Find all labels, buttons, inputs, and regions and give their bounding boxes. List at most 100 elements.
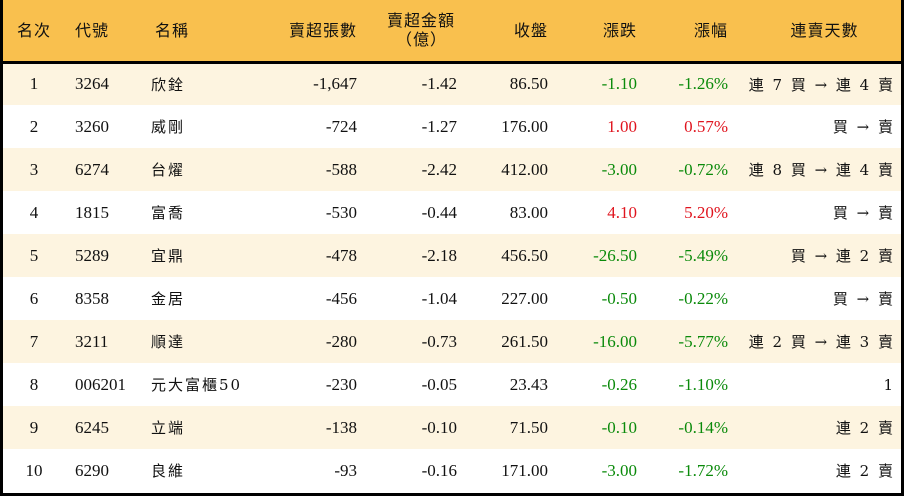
table-row[interactable]: 4 1815 富喬 -530 -0.44 83.00 4.10 5.20% 買 → 賣 [3,191,901,234]
table-body: 1 3264 欣銓 -1,647 -1.42 86.50 -1.10 -1.26% 連 7 買 … [3,62,901,492]
table-row[interactable]: 2 3260 威剛 -724 -1.27 176.00 1.00 0.57% 買 → 賣 [3,105,901,148]
header-row: 名次 代號 名稱 賣超張數 賣超金額 （億） 收盤 漲跌 漲幅 連賣天數 [3,0,901,62]
net-sell-shares-cell: -138 [325,417,357,437]
price-change-cell: -16.00 [593,331,637,351]
stock-code-cell: 1815 [75,202,109,222]
net-sell-amount-cell: -1.42 [421,74,457,94]
change-pct-cell: -1.10% [678,374,728,394]
change-pct-cell: 0.57% [684,116,728,136]
stock-code-cell: 3260 [75,116,109,136]
header-change[interactable]: 漲跌 [602,20,637,40]
streak-cell: 連 8 買 → 連 4 賣 [748,161,895,179]
stock-name-cell: 順達 [151,333,186,351]
table-row[interactable]: 8 006201 元大富櫃50 -230 -0.05 23.43 -0.26 -1.10% 1 [3,363,901,406]
stock-name-cell: 良維 [151,462,186,480]
stock-code-cell: 006201 [75,374,126,394]
streak-cell: 連 7 買 → 連 4 賣 [748,75,895,94]
rank-cell: 3 [29,159,39,179]
table-row[interactable]: 6 8358 金居 -456 -1.04 227.00 -0.50 -0.22% 買 → 賣 [3,277,901,320]
net-sell-amount-cell: -1.04 [421,288,457,308]
price-change-cell: 1.00 [607,116,637,136]
header-change-pct[interactable]: 漲幅 [693,20,728,40]
stock-name-cell: 元大富櫃50 [151,376,243,394]
table-row[interactable]: 9 6245 立端 -138 -0.10 71.50 -0.10 -0.14% 連 2 賣 [3,406,901,449]
net-sell-amount-cell: -0.10 [421,417,457,437]
table-row[interactable]: 3 6274 台燿 -588 -2.42 412.00 -3.00 -0.72% 連 8 買 →… [3,148,901,191]
close-price-cell: 261.50 [501,331,548,351]
streak-cell: 1 [883,375,895,394]
change-pct-cell: -1.72% [678,460,728,480]
close-price-cell: 86.50 [509,74,548,94]
table-row[interactable]: 5 5289 宜鼎 -478 -2.18 456.50 -26.50 -5.49% 買 → 連 … [3,234,901,277]
net-sell-amount-cell: -0.05 [421,374,457,394]
net-sell-shares-cell: -530 [325,202,357,222]
price-change-cell: -3.00 [601,460,637,480]
price-change-cell: -0.26 [601,374,637,394]
price-change-cell: -1.10 [601,74,637,94]
streak-cell: 買 → 賣 [832,290,895,308]
rank-cell: 7 [29,331,39,351]
table-row[interactable]: 7 3211 順達 -280 -0.73 261.50 -16.00 -5.77% 連 2 買 … [3,320,901,363]
net-sell-amount-cell: -2.18 [421,245,457,265]
net-sell-shares-cell: -724 [325,116,357,136]
streak-cell: 連 2 賣 [835,462,895,480]
net-sell-shares-cell: -1,647 [313,74,357,94]
header-rank[interactable]: 名次 [16,20,51,40]
rank-cell: 10 [25,460,43,480]
net-sell-ranking-table: 名次 代號 名稱 賣超張數 賣超金額 （億） 收盤 漲跌 漲幅 連賣天數 1 32… [3,0,901,492]
change-pct-cell: -1.26% [678,74,728,94]
close-price-cell: 83.00 [509,202,548,222]
header-net-sell-shares[interactable]: 賣超張數 [288,20,357,40]
stock-code-cell: 3264 [75,74,109,94]
stock-code-cell: 6290 [75,460,109,480]
price-change-cell: -0.10 [601,417,637,437]
close-price-cell: 456.50 [501,245,548,265]
change-pct-cell: -0.22% [678,288,728,308]
streak-cell: 買 → 賣 [832,118,895,136]
stock-code-cell: 5289 [75,245,109,265]
stock-code-cell: 8358 [75,288,109,308]
change-pct-cell: -5.49% [678,245,728,265]
close-price-cell: 171.00 [501,460,548,480]
close-price-cell: 23.43 [509,374,548,394]
price-change-cell: -0.50 [601,288,637,308]
price-change-cell: 4.10 [607,202,637,222]
stock-name-cell: 金居 [151,290,186,308]
rank-cell: 2 [29,116,39,136]
net-sell-amount-cell: -2.42 [421,159,457,179]
change-pct-cell: -5.77% [678,331,728,351]
change-pct-cell: 5.20% [684,202,728,222]
header-name[interactable]: 名稱 [155,20,190,40]
header-net-sell-amount-line1: 賣超金額 [386,11,455,31]
table-row[interactable]: 1 3264 欣銓 -1,647 -1.42 86.50 -1.10 -1.26% 連 7 買 … [3,62,901,105]
header-close[interactable]: 收盤 [513,20,548,40]
close-price-cell: 227.00 [501,288,548,308]
header-code[interactable]: 代號 [75,20,110,40]
streak-cell: 連 2 賣 [835,419,895,437]
price-change-cell: -26.50 [593,245,637,265]
net-sell-shares-cell: -230 [325,374,357,394]
net-sell-shares-cell: -478 [325,245,357,265]
net-sell-shares-cell: -456 [325,288,357,308]
header-streak[interactable]: 連賣天數 [790,20,859,40]
net-sell-shares-cell: -588 [325,159,357,179]
rank-cell: 5 [29,245,39,265]
change-pct-cell: -0.14% [678,417,728,437]
stock-code-cell: 6274 [75,159,109,179]
table-row[interactable]: 10 6290 良維 -93 -0.16 171.00 -3.00 -1.72% 連 2 賣 [3,449,901,492]
net-sell-amount-cell: -0.73 [421,331,457,351]
close-price-cell: 176.00 [501,116,548,136]
rank-cell: 9 [29,417,39,437]
rank-cell: 1 [29,74,39,94]
rank-cell: 8 [29,374,39,394]
stock-name-cell: 威剛 [151,118,186,136]
close-price-cell: 412.00 [501,159,548,179]
stock-name-cell: 立端 [151,419,186,437]
streak-cell: 買 → 連 2 賣 [790,247,895,265]
stock-code-cell: 3211 [75,331,109,351]
rank-cell: 6 [29,288,39,308]
header-net-sell-amount[interactable]: 賣超金額 （億） [357,0,457,62]
stock-code-cell: 6245 [75,417,109,437]
streak-cell: 連 2 買 → 連 3 賣 [748,333,895,351]
